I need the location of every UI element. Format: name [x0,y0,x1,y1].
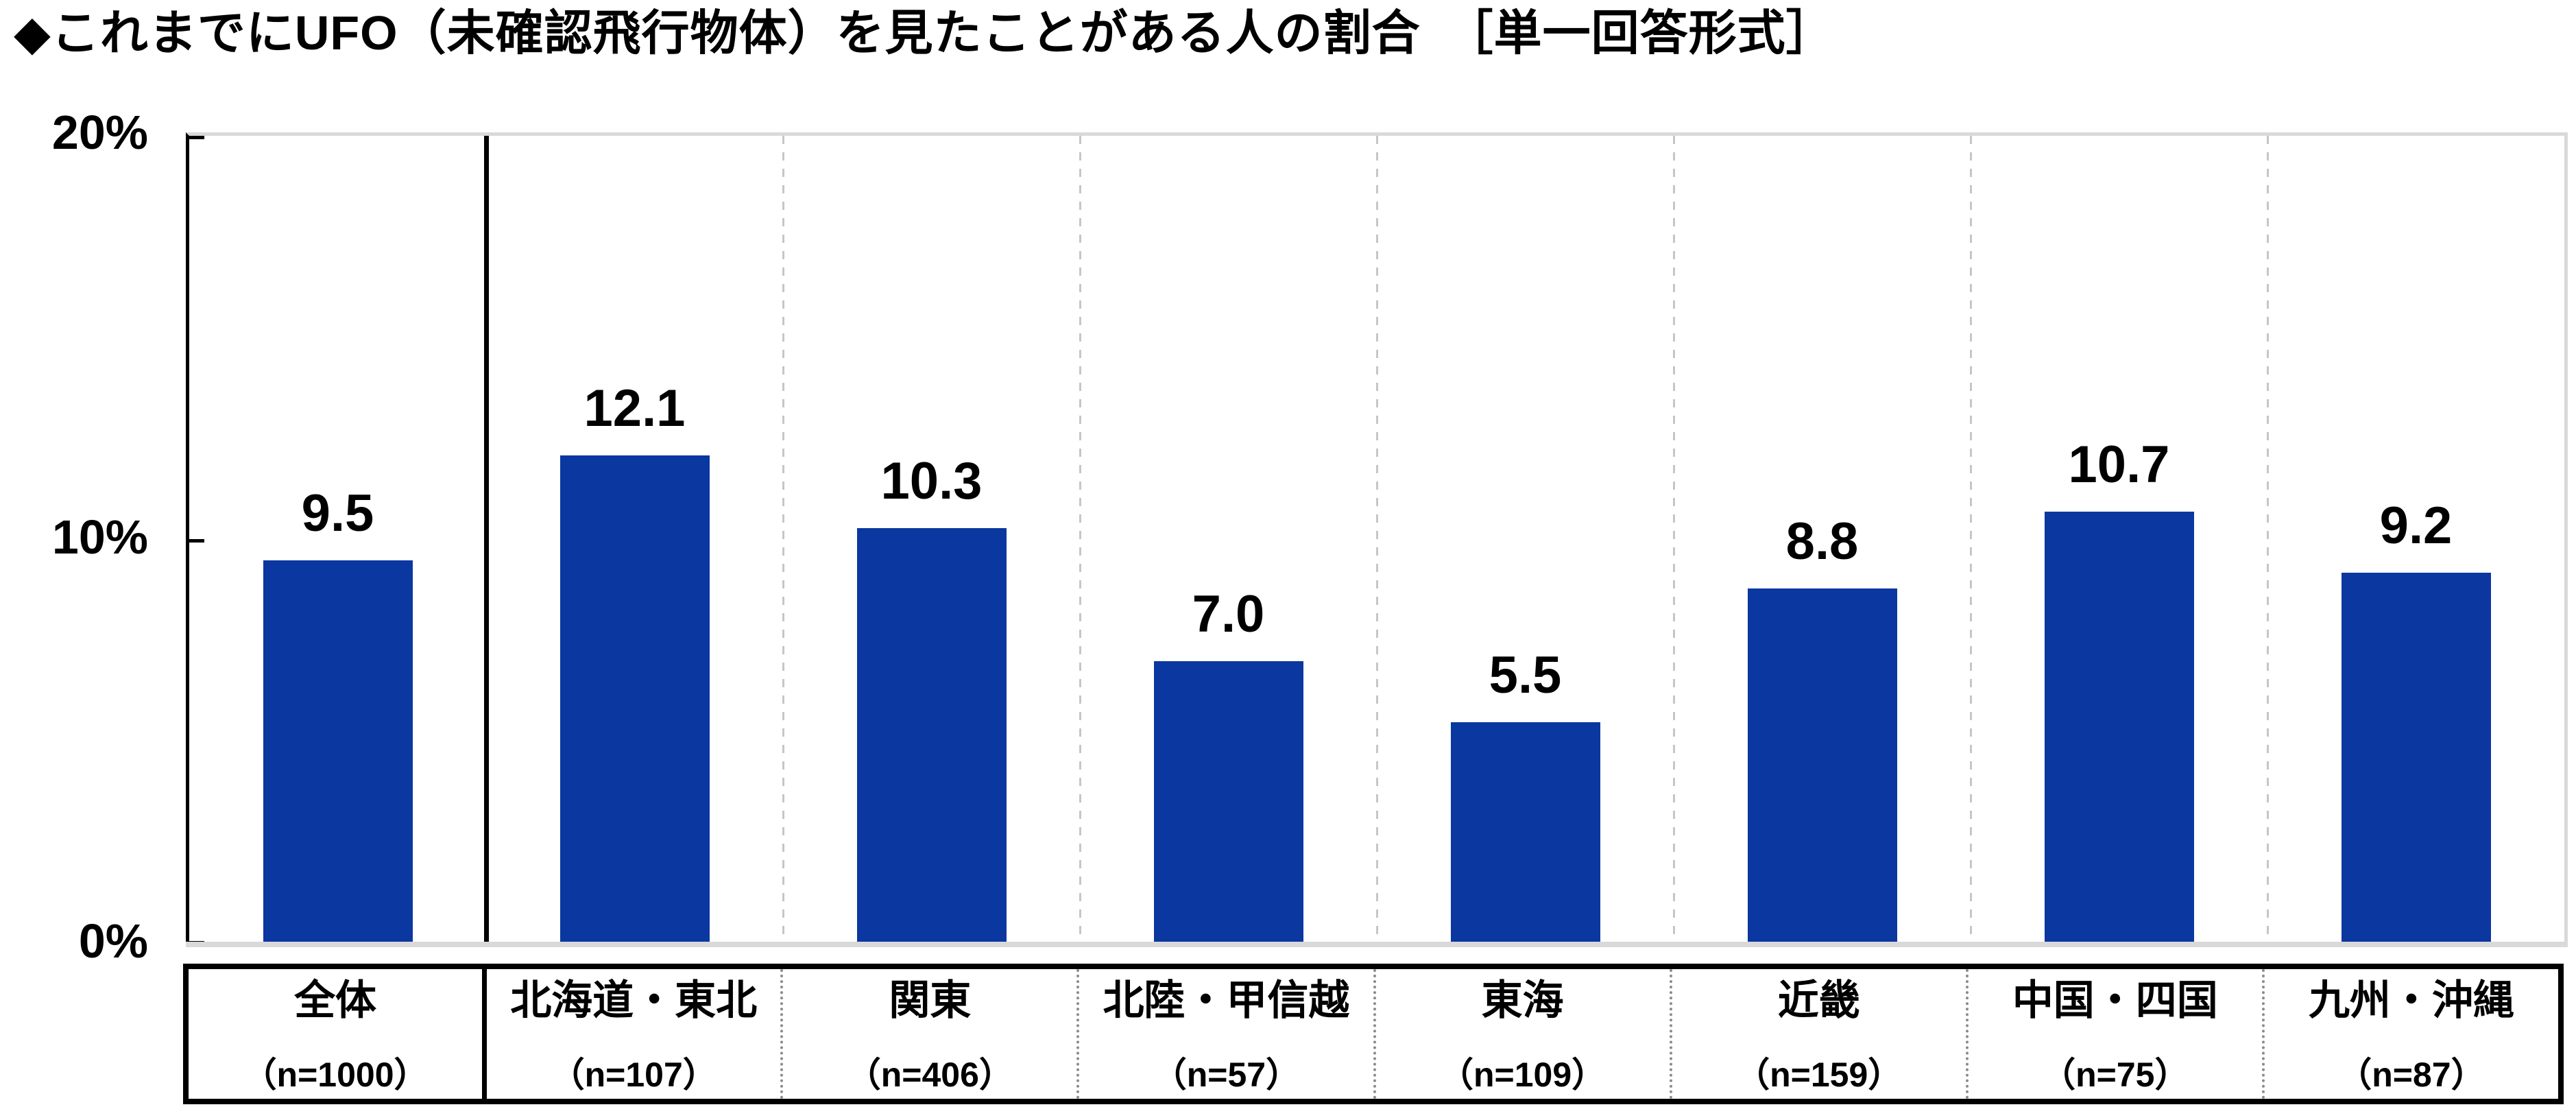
x-axis-baseline [186,942,2568,947]
category-gridline [2266,136,2269,944]
category-sample-size-label: （n=1000） [242,1056,429,1094]
category-sample-size-label: （n=109） [1439,1056,1606,1094]
bar-5 [1747,588,1897,944]
category-label-row: 全体 （n=1000） 北海道・東北 （n=107） 関東 （n=406） 北陸・甲信越 （n… [183,964,2564,1104]
bar-value-label: 9.2 [2379,496,2453,555]
category-cell-3: 北陸・甲信越 （n=57） [1079,969,1376,1099]
category-label: 東海 [1481,977,1564,1023]
category-gridline [1375,136,1378,944]
bar-2 [856,527,1007,944]
category-label: 近畿 [1777,977,1860,1023]
bar-value-label: 10.3 [880,451,983,510]
bar-value-label: 5.5 [1489,645,1562,704]
category-cell-0: 全体 （n=1000） [189,969,487,1099]
category-cell-5: 近畿 （n=159） [1672,969,1969,1099]
bar-value-label: 8.8 [1785,512,1859,571]
category-label: 九州・沖縄 [2308,977,2514,1023]
category-label: 北海道・東北 [510,977,758,1023]
category-label: 全体 [294,977,377,1023]
bar-4 [1450,722,1600,944]
y-axis-tick-mark [189,538,204,543]
bar-value-label: 9.5 [301,484,374,543]
category-sample-size-label: （n=87） [2337,1056,2485,1094]
bar-value-label: 7.0 [1192,585,1265,644]
category-cell-1: 北海道・東北 （n=107） [487,969,784,1099]
category-gridline [1672,136,1675,944]
category-gridline [782,136,784,944]
y-axis-labels: 20% 10% 0% [0,0,148,1107]
category-sample-size-label: （n=107） [550,1056,717,1094]
plot-area: 9.5 12.1 10.3 7.0 5.5 8.8 10.7 9.2 [186,132,2568,947]
bar-0 [263,560,413,944]
category-gridline [1969,136,1972,944]
category-sample-size-label: （n=406） [846,1056,1013,1094]
category-sample-size-label: （n=75） [2041,1056,2189,1094]
category-sample-size-label: （n=159） [1735,1056,1903,1094]
bar-value-label: 10.7 [2068,436,2170,495]
y-axis-tick-label: 20% [51,106,148,159]
category-label: 関東 [889,977,972,1023]
category-gridline [1079,136,1081,944]
bar-value-label: 12.1 [583,379,686,438]
bar-1 [559,455,710,944]
bar-7 [2341,572,2491,944]
category-sample-size-label: （n=57） [1152,1056,1301,1094]
total-vs-regions-separator-line [483,136,489,944]
chart-title: ◆これまでにUFO（未確認飛行物体）を見たことがある人の割合 ［単一回答形式］ [14,6,1835,60]
category-label: 北陸・甲信越 [1103,977,1350,1023]
category-cell-7: 九州・沖縄 （n=87） [2265,969,2558,1099]
category-cell-4: 東海 （n=109） [1376,969,1672,1099]
category-label: 中国・四国 [2012,977,2218,1023]
bar-3 [1153,661,1303,944]
y-axis-tick-label: 0% [78,914,148,968]
category-cell-2: 関東 （n=406） [783,969,1080,1099]
category-cell-6: 中国・四国 （n=75） [1969,969,2265,1099]
bar-6 [2044,512,2194,944]
y-axis-tick-label: 10% [51,510,148,564]
y-axis-tick-mark [189,136,204,139]
